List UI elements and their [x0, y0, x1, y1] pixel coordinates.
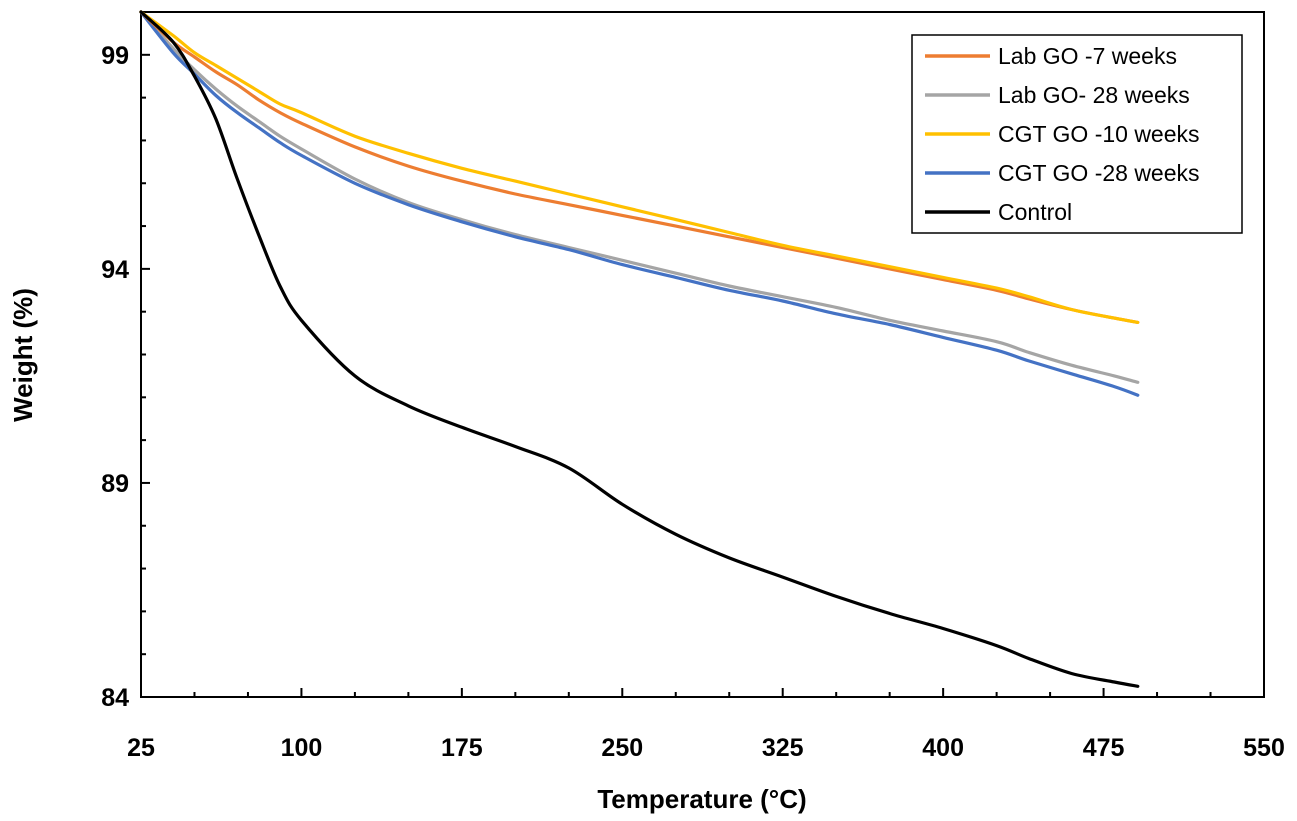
series-line-lab-go-7-weeks	[139, 10, 1140, 324]
x-tick-label: 25	[127, 734, 155, 762]
y-tick-label: 84	[101, 684, 129, 712]
y-tick-label: 99	[101, 42, 129, 70]
series-line-cgt-go-28-weeks	[139, 10, 1140, 397]
legend: Lab GO -7 weeks Lab GO- 28 weeks CGT GO -1…	[911, 34, 1243, 234]
series-line-cgt-go-10-weeks	[139, 10, 1140, 324]
legend-label-cgt-go-10-weeks: CGT GO -10 weeks	[998, 121, 1200, 147]
x-axis-ticks: 25 100 175 250 325 400 475 550	[127, 688, 1285, 762]
legend-label-cgt-go-28-weeks: CGT GO -28 weeks	[998, 160, 1200, 186]
legend-label-lab-go-7-weeks: Lab GO -7 weeks	[998, 43, 1177, 69]
x-tick-label: 250	[601, 734, 643, 762]
y-axis-title: Weight (%)	[8, 288, 38, 422]
x-tick-label: 550	[1243, 734, 1285, 762]
x-tick-label: 475	[1083, 734, 1125, 762]
legend-label-control: Control	[998, 199, 1072, 225]
x-tick-label: 400	[922, 734, 964, 762]
x-tick-label: 100	[281, 734, 323, 762]
y-tick-label: 89	[101, 470, 129, 498]
legend-label-lab-go-28-weeks: Lab GO- 28 weeks	[998, 82, 1190, 108]
x-axis-title: Temperature (°C)	[597, 784, 806, 814]
x-tick-label: 325	[762, 734, 804, 762]
y-axis-ticks: 84 89 94 99	[101, 11, 150, 712]
legend-items: Lab GO -7 weeks Lab GO- 28 weeks CGT GO -1…	[925, 43, 1200, 225]
y-tick-label: 94	[101, 256, 129, 284]
x-tick-label: 175	[441, 734, 483, 762]
series-lines	[139, 10, 1140, 688]
series-line-control	[139, 10, 1140, 688]
series-line-lab-go-28-weeks	[139, 10, 1140, 384]
